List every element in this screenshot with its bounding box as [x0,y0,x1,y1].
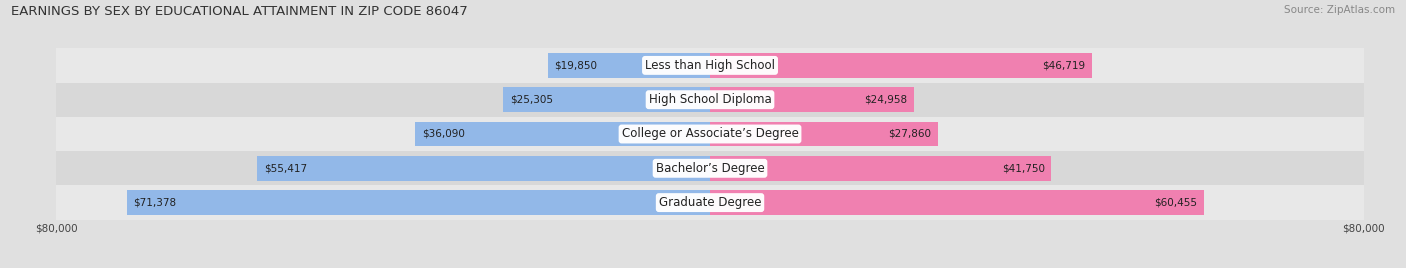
Text: $55,417: $55,417 [264,163,307,173]
Text: $41,750: $41,750 [1001,163,1045,173]
Text: $36,090: $36,090 [422,129,464,139]
Bar [710,190,1204,215]
Bar [257,156,710,181]
Text: College or Associate’s Degree: College or Associate’s Degree [621,128,799,140]
Text: Bachelor’s Degree: Bachelor’s Degree [655,162,765,175]
Bar [503,87,710,112]
Text: $46,719: $46,719 [1042,60,1085,70]
Text: High School Diploma: High School Diploma [648,93,772,106]
Text: Less than High School: Less than High School [645,59,775,72]
Text: $24,958: $24,958 [865,95,907,105]
Bar [56,83,1364,117]
Bar [56,117,1364,151]
Bar [710,53,1092,78]
Bar [56,185,1364,220]
Text: Graduate Degree: Graduate Degree [659,196,761,209]
Bar [56,48,1364,83]
Bar [710,156,1052,181]
Text: EARNINGS BY SEX BY EDUCATIONAL ATTAINMENT IN ZIP CODE 86047: EARNINGS BY SEX BY EDUCATIONAL ATTAINMEN… [11,5,468,18]
Bar [56,151,1364,185]
Text: Source: ZipAtlas.com: Source: ZipAtlas.com [1284,5,1395,15]
Bar [710,122,938,146]
Text: $19,850: $19,850 [554,60,598,70]
Text: $60,455: $60,455 [1154,198,1198,208]
Text: $25,305: $25,305 [510,95,553,105]
Bar [710,87,914,112]
Text: $27,860: $27,860 [889,129,931,139]
Bar [548,53,710,78]
Bar [415,122,710,146]
Bar [127,190,710,215]
Text: $71,378: $71,378 [134,198,176,208]
